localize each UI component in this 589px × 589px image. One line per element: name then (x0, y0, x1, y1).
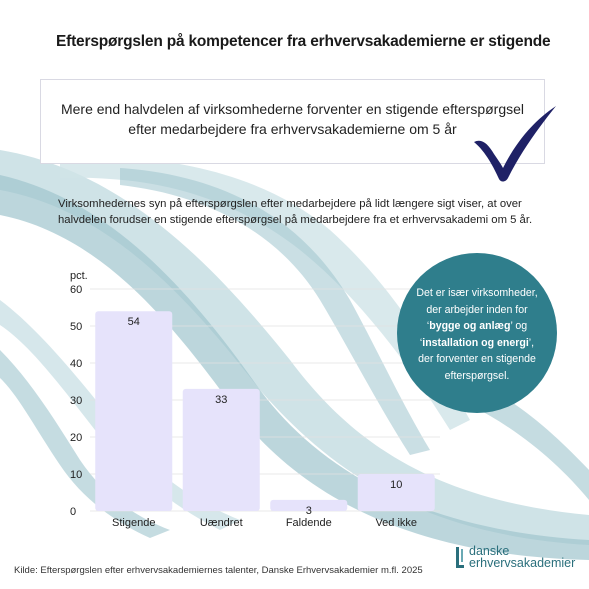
y-tick-label: 40 (70, 358, 82, 370)
bar (95, 311, 173, 511)
callout-line-1: Mere end halvdelen af virksomhederne for… (60, 101, 525, 117)
x-tick-label: Ved ikke (375, 517, 417, 529)
logo-text: danske erhvervsakademier (469, 544, 576, 570)
value-label: 10 (390, 479, 402, 491)
value-label: 54 (128, 316, 140, 328)
chart-bars (95, 311, 435, 511)
bar (270, 499, 348, 511)
y-unit-label: pct. (70, 270, 88, 282)
y-axis-ticks: 0 10 20 30 40 50 60 (70, 284, 82, 518)
bubble-line-4: der forventer en stigende (418, 353, 536, 365)
checkmark-icon (474, 106, 556, 182)
page-title: Efterspørgslen på kompetencer fra erhver… (56, 33, 551, 50)
x-tick-label: Faldende (286, 517, 332, 529)
bubble-highlight-1: bygge og anlæg (429, 320, 511, 332)
source-note: Kilde: Efterspørgslen efter erhvervsakad… (14, 565, 423, 576)
bubble-text: Det er især virksomheder, der arbejder i… (397, 285, 557, 384)
description-text: Virksomhedernes syn på efterspørgslen ef… (58, 198, 533, 226)
value-label: 3 (306, 505, 312, 517)
bubble-highlight-2: installation og energi (422, 336, 529, 349)
x-tick-label: Stigende (112, 517, 155, 529)
logo-mark-icon (456, 547, 464, 568)
y-tick-label: 50 (70, 321, 82, 333)
bubble-quote-close-1: ’ og (510, 320, 528, 332)
bubble-quote-open-2: ‘ (419, 336, 423, 349)
bubble-line-2: der arbejder inden for (426, 303, 528, 316)
callout-box: Mere end halvdelen af virksomhederne for… (40, 79, 545, 164)
logo-line-1: danske (469, 544, 510, 558)
callout-text: Mere end halvdelen af virksomhederne for… (41, 99, 544, 139)
bubble-line-3: ‘bygge og anlæg’ og (397, 318, 557, 335)
bar (182, 388, 260, 511)
y-tick-label: 10 (70, 469, 82, 481)
bar (357, 474, 435, 511)
bubble-line-1: Det er især virksomheder, (416, 287, 538, 299)
y-tick-label: 0 (70, 506, 76, 518)
callout-line-2: efter medarbejdere fra erhvervsakademier… (128, 121, 457, 137)
logo: danske erhvervsakademier (454, 545, 579, 575)
info-bubble: Det er især virksomheder, der arbejder i… (397, 253, 557, 413)
y-tick-label: 30 (70, 395, 82, 407)
bubble-quote-open: ‘ (426, 320, 430, 332)
bubble-quote-close-2: ’, (528, 336, 535, 349)
bubble-line-5: efterspørgsel. (444, 369, 510, 382)
bubble-line-3b: ‘installation og energi’, (397, 335, 557, 352)
logo-line-2: erhvervsakademier (469, 556, 576, 570)
x-tick-label: Uændret (200, 517, 243, 529)
x-axis-labels: Stigende Uændret Faldende Ved ikke (112, 517, 417, 529)
value-label: 33 (215, 394, 227, 406)
y-tick-label: 20 (70, 432, 82, 444)
y-tick-label: 60 (70, 284, 82, 296)
